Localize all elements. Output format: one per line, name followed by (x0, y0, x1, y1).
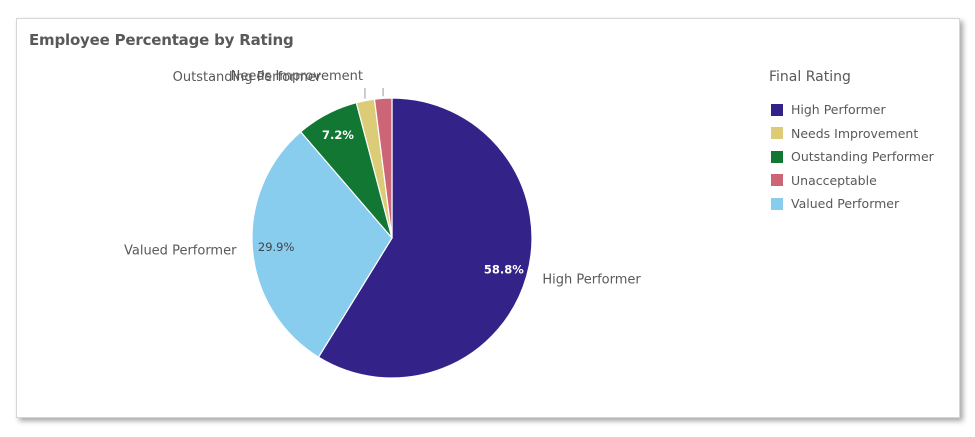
legend-item-high-performer[interactable]: High Performer (769, 98, 934, 122)
legend-item-needs-improvement[interactable]: Needs Improvement (769, 122, 934, 146)
legend-label: Valued Performer (791, 196, 900, 212)
legend-swatch (771, 150, 783, 163)
chart-card: Employee Percentage by Rating 58.8% High … (16, 18, 960, 418)
legend-swatch (771, 103, 783, 116)
chart-title: Employee Percentage by Rating (29, 31, 294, 49)
category-label-outstanding-performer: Outstanding Performer (173, 70, 322, 85)
legend-label: Needs Improvement (791, 125, 919, 141)
legend-label: High Performer (791, 102, 886, 118)
category-label-high-performer: High Performer (542, 272, 641, 287)
value-label-valued-performer: 29.9% (258, 240, 295, 254)
legend-swatch (771, 127, 783, 140)
legend: Final Rating High Performer Needs Improve… (769, 69, 934, 216)
pie-slice-high-performer[interactable] (317, 97, 533, 379)
slice-layer (251, 97, 533, 379)
category-label-needs-improvement: Needs Improvement (231, 69, 363, 84)
value-label-outstanding-performer: 7.2% (322, 128, 354, 142)
legend-swatch (771, 174, 783, 187)
legend-item-valued-performer[interactable]: Valued Performer (769, 192, 934, 216)
legend-swatch (771, 197, 783, 210)
pie-slice-valued-performer[interactable] (251, 130, 393, 358)
legend-label: Outstanding Performer (791, 149, 934, 165)
pie-chart: 58.8% High Performer 29.9% Valued Performer… (124, 69, 641, 379)
legend-title: Final Rating (769, 69, 851, 85)
category-label-valued-performer: Valued Performer (124, 244, 237, 259)
value-label-high-performer: 58.8% (484, 263, 524, 277)
legend-item-unacceptable[interactable]: Unacceptable (769, 169, 934, 193)
pie-slice-unacceptable[interactable] (373, 97, 393, 239)
legend-label: Unacceptable (791, 172, 877, 188)
legend-items: High Performer Needs Improvement Outstandi… (769, 98, 934, 216)
legend-item-outstanding-performer[interactable]: Outstanding Performer (769, 145, 934, 169)
label-layer: 58.8% High Performer 29.9% Valued Performer… (124, 69, 641, 287)
